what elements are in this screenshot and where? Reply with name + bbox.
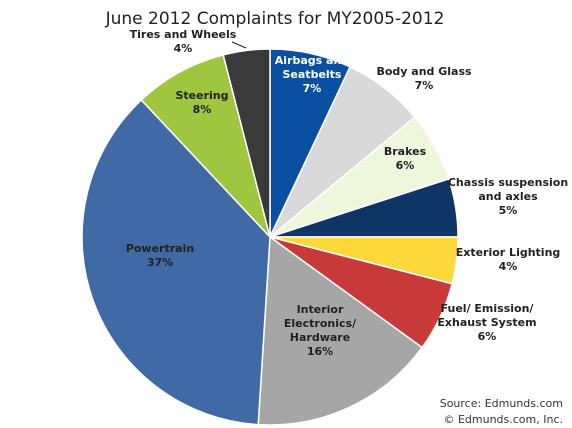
slice-label-interior-electronics-hardware: Electronics/: [284, 317, 357, 330]
slice-label-body-and-glass: Body and Glass: [376, 65, 472, 78]
slice-value-label-interior-electronics-hardware: 16%: [307, 345, 333, 358]
pie-slices: [81, 48, 459, 426]
slice-value-label-airbags-and-seatbelts: 7%: [303, 82, 322, 95]
slice-label-exterior-lighting: Exterior Lighting: [456, 246, 561, 259]
slice-value-label-tires-and-wheels: 4%: [174, 42, 193, 55]
slice-label-steering: Steering: [175, 89, 228, 102]
slice-value-label-body-and-glass: 7%: [415, 79, 434, 92]
leader-line-tires-and-wheels: [231, 41, 247, 49]
slice-label-tires-and-wheels: Tires and Wheels: [130, 28, 237, 41]
pie-slice-steering: [140, 53, 271, 238]
chart-title: June 2012 Complaints for MY2005-2012: [105, 9, 445, 29]
slice-label-interior-electronics-hardware: Interior: [297, 303, 344, 316]
slice-label-chassis-suspension-and-axles: and axles: [478, 190, 538, 203]
pie-slice-powertrain: [81, 98, 271, 426]
pie-slice-tires-and-wheels: [222, 48, 271, 238]
slice-label-chassis-suspension-and-axles: Chassis suspension: [448, 176, 568, 189]
slice-label-airbags-and-seatbelts: Seatbelts: [283, 68, 342, 81]
slice-value-label-brakes: 6%: [396, 159, 415, 172]
slice-label-interior-electronics-hardware: Hardware: [290, 331, 350, 344]
slice-value-label-steering: 8%: [193, 103, 212, 116]
slice-label-powertrain: Powertrain: [126, 242, 194, 255]
leader-lines: [231, 41, 247, 49]
slice-label-brakes: Brakes: [384, 145, 427, 158]
slice-value-label-exterior-lighting: 4%: [499, 260, 518, 273]
slice-label-fuel-emission-exhaust-system: Exhaust System: [437, 316, 536, 329]
pie-slice-interior-electronics-hardware: [257, 235, 424, 426]
slice-label-fuel-emission-exhaust-system: Fuel/ Emission/: [441, 302, 535, 315]
slice-value-label-powertrain: 37%: [147, 256, 173, 269]
copyright-note: © Edmunds.com, Inc.: [443, 413, 563, 426]
slice-label-airbags-and-seatbelts: Airbags and: [275, 54, 349, 67]
slice-value-label-fuel-emission-exhaust-system: 6%: [478, 330, 497, 343]
slice-value-label-chassis-suspension-and-axles: 5%: [499, 204, 518, 217]
source-note: Source: Edmunds.com: [440, 397, 563, 410]
